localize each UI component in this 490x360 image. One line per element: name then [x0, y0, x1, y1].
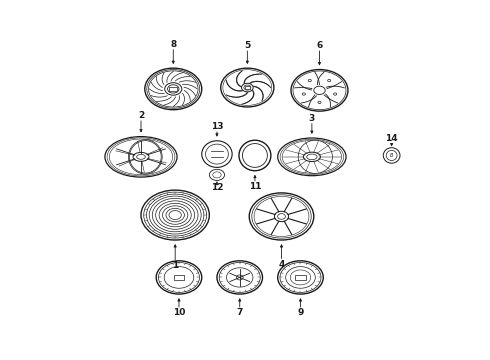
Ellipse shape: [239, 140, 271, 171]
Ellipse shape: [209, 169, 224, 180]
Ellipse shape: [328, 80, 331, 82]
Ellipse shape: [202, 141, 232, 167]
Ellipse shape: [164, 267, 194, 288]
Ellipse shape: [303, 152, 320, 162]
Text: 7: 7: [237, 308, 243, 317]
Ellipse shape: [152, 198, 198, 232]
Ellipse shape: [280, 262, 321, 292]
Ellipse shape: [252, 195, 311, 238]
Ellipse shape: [278, 261, 323, 294]
Ellipse shape: [217, 261, 263, 294]
Ellipse shape: [282, 140, 342, 173]
Ellipse shape: [213, 172, 221, 178]
Ellipse shape: [159, 203, 191, 227]
Ellipse shape: [145, 68, 202, 110]
Text: 9: 9: [297, 308, 304, 317]
Text: 11: 11: [248, 182, 261, 191]
Ellipse shape: [249, 193, 314, 240]
Ellipse shape: [307, 154, 317, 160]
Ellipse shape: [302, 93, 305, 95]
Ellipse shape: [144, 192, 207, 238]
Ellipse shape: [109, 139, 173, 175]
FancyBboxPatch shape: [174, 275, 184, 280]
Ellipse shape: [148, 71, 198, 107]
Ellipse shape: [147, 69, 200, 108]
Ellipse shape: [334, 93, 337, 95]
Ellipse shape: [158, 262, 199, 292]
Ellipse shape: [141, 190, 209, 240]
Ellipse shape: [244, 85, 251, 90]
Ellipse shape: [128, 140, 162, 174]
Ellipse shape: [163, 206, 188, 224]
Ellipse shape: [278, 138, 346, 176]
Ellipse shape: [220, 68, 274, 107]
Text: 12: 12: [211, 183, 223, 192]
Text: 6: 6: [317, 41, 322, 50]
Ellipse shape: [278, 213, 285, 219]
Text: 4: 4: [278, 260, 285, 269]
Ellipse shape: [147, 194, 204, 236]
Text: 14: 14: [385, 134, 398, 143]
Ellipse shape: [291, 69, 348, 111]
Ellipse shape: [156, 201, 195, 229]
Ellipse shape: [314, 86, 325, 94]
Ellipse shape: [298, 140, 332, 174]
Text: 2: 2: [138, 111, 144, 120]
Ellipse shape: [169, 211, 181, 220]
Ellipse shape: [133, 152, 149, 161]
Ellipse shape: [166, 208, 184, 222]
Ellipse shape: [386, 150, 397, 161]
Text: B: B: [390, 153, 393, 158]
Ellipse shape: [165, 83, 182, 95]
Ellipse shape: [286, 267, 315, 288]
Ellipse shape: [243, 144, 268, 167]
Ellipse shape: [274, 211, 289, 222]
Text: 5: 5: [244, 41, 250, 50]
FancyBboxPatch shape: [295, 275, 305, 280]
Ellipse shape: [280, 139, 343, 174]
Text: 13: 13: [211, 122, 223, 131]
Text: 1: 1: [172, 261, 178, 270]
Ellipse shape: [318, 101, 321, 104]
Text: 8: 8: [170, 40, 176, 49]
FancyBboxPatch shape: [169, 87, 177, 91]
Ellipse shape: [242, 83, 253, 92]
Ellipse shape: [236, 275, 243, 280]
Ellipse shape: [254, 197, 309, 237]
Ellipse shape: [168, 85, 179, 93]
Ellipse shape: [223, 70, 272, 105]
Ellipse shape: [105, 136, 177, 177]
Ellipse shape: [219, 262, 260, 292]
Ellipse shape: [308, 80, 311, 82]
Ellipse shape: [290, 270, 311, 285]
Ellipse shape: [149, 196, 201, 234]
Ellipse shape: [383, 148, 400, 163]
Ellipse shape: [206, 144, 228, 164]
Text: 10: 10: [173, 308, 185, 317]
Ellipse shape: [293, 71, 346, 110]
Ellipse shape: [226, 268, 253, 287]
FancyBboxPatch shape: [245, 86, 250, 89]
Ellipse shape: [129, 141, 161, 173]
Text: 3: 3: [309, 113, 315, 122]
Ellipse shape: [156, 261, 202, 294]
Ellipse shape: [137, 154, 146, 159]
Ellipse shape: [107, 138, 175, 176]
